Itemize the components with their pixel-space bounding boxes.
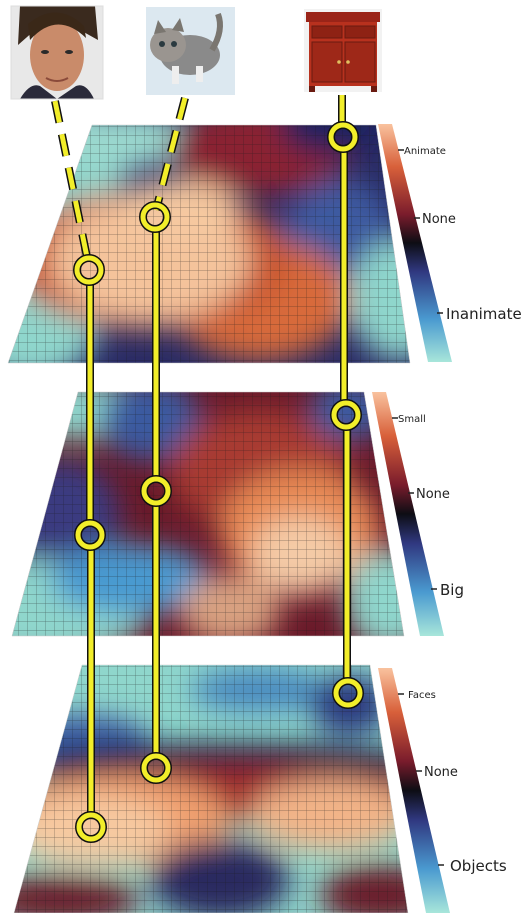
size-colorbar xyxy=(372,392,444,636)
marker-cabinet-map1 xyxy=(327,121,359,153)
category-map-surface xyxy=(14,665,408,913)
marker-face-map1 xyxy=(73,254,105,286)
animacy-map: Animate None Inanimate xyxy=(7,124,522,364)
animacy-scale-bottom: Inanimate xyxy=(446,305,522,323)
marker-face-map3 xyxy=(75,811,107,843)
marker-cabinet-map2 xyxy=(330,399,362,431)
animacy-scale-top: Animate xyxy=(404,146,446,157)
stimulus-markers xyxy=(73,121,364,843)
size-map: Small None Big xyxy=(11,391,464,637)
marker-cat-map2 xyxy=(140,475,172,507)
animacy-scale-middle: None xyxy=(422,212,456,227)
cabinet-photo xyxy=(304,9,382,92)
animacy-colorbar xyxy=(378,124,452,362)
marker-cat-map3 xyxy=(140,752,172,784)
marker-cabinet-map3 xyxy=(332,677,364,709)
category-colorbar xyxy=(378,668,450,913)
marker-face-map2 xyxy=(74,519,106,551)
category-scale-bottom: Objects xyxy=(450,857,507,875)
cat-photo xyxy=(146,7,235,95)
size-scale-middle: None xyxy=(416,487,450,502)
category-scale-middle: None xyxy=(424,765,458,780)
size-scale-top: Small xyxy=(398,414,426,425)
size-map-surface xyxy=(12,392,404,636)
category-map: Faces None Objects xyxy=(13,664,507,913)
size-scale-bottom: Big xyxy=(440,581,464,599)
map-links xyxy=(86,148,351,816)
category-scale-top: Faces xyxy=(408,690,436,701)
face-photo xyxy=(10,5,104,100)
marker-cat-map1 xyxy=(139,201,171,233)
